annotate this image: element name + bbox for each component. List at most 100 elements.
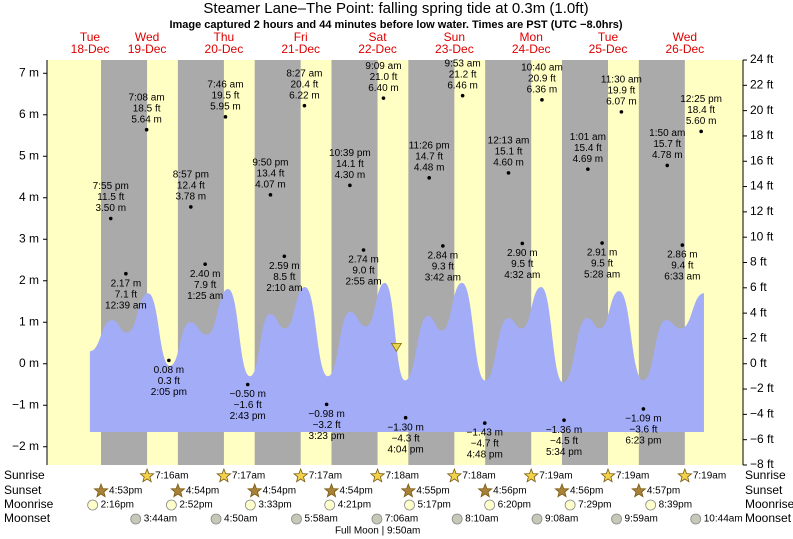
- day-name: Sat: [369, 30, 388, 44]
- tide-label: 4.69 m: [573, 154, 604, 165]
- tide-label: 21.0 ft: [370, 72, 398, 83]
- tide-label: 9.0 ft: [352, 266, 374, 277]
- tide-label: −0.98 m: [308, 409, 344, 420]
- tide-label: 2.17 m: [111, 278, 142, 289]
- moonrise-icon: [564, 499, 576, 511]
- day-name: Tue: [598, 30, 619, 44]
- tide-label: 9.4 ft: [671, 261, 693, 272]
- moonset-icon: [531, 513, 543, 525]
- tide-label: 9:53 am: [445, 58, 481, 69]
- tide-label: 2.59 m: [269, 261, 300, 272]
- tide-label: 19.9 ft: [607, 86, 635, 97]
- y2-tick-label: −2 ft: [750, 381, 774, 395]
- sunrise-icon: [369, 467, 386, 483]
- tide-point: [680, 243, 685, 247]
- tide-label: 6:33 am: [664, 272, 700, 283]
- sunrise-time: 7:19am: [539, 471, 572, 482]
- tide-label: −3.2 ft: [313, 420, 341, 431]
- day-date: 26-Dec: [665, 42, 704, 56]
- sunrise-time: 7:16am: [155, 471, 188, 482]
- sunset-icon: [170, 482, 186, 498]
- y2-tick-label: 16 ft: [750, 153, 774, 167]
- y2-tick-label: 20 ft: [750, 103, 774, 117]
- y-tick-label: 5 m: [19, 148, 39, 162]
- tide-label: 20.9 ft: [528, 73, 556, 84]
- tide-label: 8:57 pm: [173, 170, 209, 181]
- y2-tick-label: 14 ft: [750, 179, 774, 193]
- y2-tick-label: 12 ft: [750, 204, 774, 218]
- sunrise-time: 7:18am: [462, 471, 495, 482]
- tide-point: [506, 171, 511, 175]
- tide-label: 14.7 ft: [415, 151, 443, 162]
- tide-point: [586, 167, 590, 171]
- y-tick-label: 2 m: [19, 273, 39, 287]
- tide-label: −1.43 m: [467, 428, 503, 439]
- day-date: 20-Dec: [205, 42, 244, 56]
- tide-label: 12:25 pm: [680, 94, 722, 105]
- tide-label: 3.50 m: [95, 203, 126, 214]
- tide-label: −4.3 ft: [392, 433, 420, 444]
- sunset-icon: [323, 482, 340, 498]
- y2-tick-label: 24 ft: [750, 52, 774, 66]
- tide-label: 2:55 am: [345, 277, 381, 288]
- day-name: Tue: [80, 30, 101, 44]
- tide-label: 6.22 m: [289, 90, 320, 101]
- tide-point: [302, 103, 307, 108]
- row-label: Moonset: [745, 511, 792, 525]
- moonrise-icon: [165, 499, 177, 511]
- tide-label: −0.50 m: [229, 389, 265, 400]
- tide-label: 7:55 pm: [93, 181, 129, 192]
- y-tick-label: 7 m: [19, 65, 39, 79]
- tide-point: [482, 421, 487, 425]
- moonset-time: 7:06am: [385, 514, 418, 525]
- tide-label: 1:01 am: [570, 132, 606, 143]
- moonset-icon: [611, 513, 622, 525]
- tide-label: 9:50 pm: [252, 158, 288, 169]
- sunset-icon: [477, 482, 493, 498]
- y-tick-label: 1 m: [19, 314, 39, 328]
- tide-label: 7.1 ft: [115, 289, 137, 300]
- day-name: Fri: [294, 30, 308, 44]
- sunset-icon: [246, 482, 263, 498]
- tide-area: [89, 282, 704, 432]
- tide-point: [203, 262, 207, 266]
- y2-tick-label: −4 ft: [750, 407, 774, 421]
- sunset-icon: [93, 482, 109, 498]
- y2-tick-label: −6 ft: [750, 432, 774, 446]
- y2-tick-label: 10 ft: [750, 229, 774, 243]
- tide-label: 14.1 ft: [336, 159, 364, 170]
- moonrise-icon: [324, 499, 336, 511]
- row-label: Moonset: [4, 511, 51, 525]
- y-tick-label: 4 m: [19, 190, 39, 204]
- sunset-time: 4:56pm: [570, 486, 603, 497]
- tide-label: 12:13 am: [488, 136, 530, 147]
- y-tick-label: 0 m: [19, 356, 39, 370]
- tide-point: [441, 244, 445, 248]
- moonrise-icon: [87, 499, 99, 511]
- tide-label: 4:32 am: [504, 270, 540, 281]
- tide-point: [665, 163, 670, 168]
- tide-label: 6.07 m: [606, 97, 637, 108]
- moonset-time: 4:50am: [224, 514, 257, 525]
- tide-label: 8.5 ft: [273, 272, 295, 283]
- sunrise-time: 7:19am: [693, 471, 726, 482]
- tide-label: 2.86 m: [667, 250, 698, 261]
- tide-label: 4.48 m: [414, 162, 445, 173]
- tide-label: 2.74 m: [348, 255, 379, 266]
- tide-label: 5.60 m: [686, 116, 717, 127]
- y2-tick-label: 22 ft: [750, 77, 774, 91]
- y2-tick-label: 18 ft: [750, 128, 774, 142]
- tide-label: 6:23 pm: [625, 436, 661, 447]
- tide-label: 3.78 m: [176, 192, 207, 203]
- tide-label: 9.3 ft: [432, 262, 454, 273]
- moonrise-icon: [484, 499, 496, 511]
- day-name: Wed: [673, 30, 697, 44]
- moonset-icon: [690, 513, 702, 525]
- tide-label: 2.91 m: [587, 248, 618, 259]
- sunset-time: 4:53pm: [109, 486, 142, 497]
- tide-label: 6.46 m: [447, 80, 478, 91]
- y-tick-label: −1 m: [12, 397, 39, 411]
- tide-label: 11.5 ft: [97, 192, 124, 203]
- moonset-time: 10:44am: [704, 514, 743, 525]
